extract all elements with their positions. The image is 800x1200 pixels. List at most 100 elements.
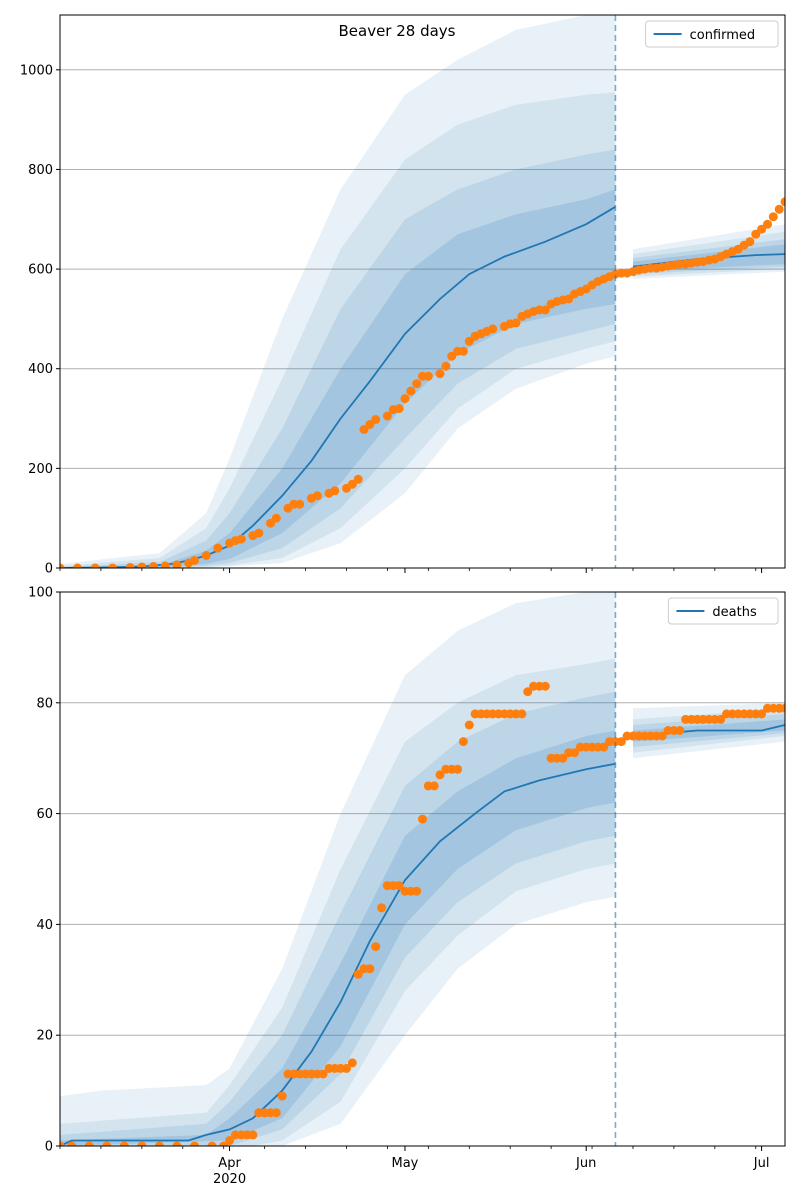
observed-point [394,404,404,414]
observed-point [312,491,322,501]
observed-point [429,781,439,791]
observed-point [768,212,778,222]
x-tick-label: Jul [753,1156,770,1171]
observed-point [418,814,427,824]
observed-point [359,425,369,434]
y-tick-label: 100 [28,586,53,601]
observed-point [400,394,410,404]
y-tick-label: 200 [28,462,53,477]
observed-point [172,1141,182,1146]
observed-point [172,560,182,568]
observed-point [160,561,170,568]
confidence-band [60,592,616,1146]
axes-frame [59,591,786,1147]
observed-point [236,534,246,544]
confidence-band [60,730,616,1146]
legend: deaths [667,597,779,625]
observed-point [774,204,784,214]
observed-point [207,1141,217,1146]
observed-point [716,714,726,724]
observed-point [137,562,147,568]
observed-point [365,964,375,974]
observed-point [763,219,772,229]
observed-point [254,528,264,538]
observed-point [488,324,498,334]
legend-label: deaths [712,605,757,620]
observed-point [90,563,100,568]
observed-point [523,687,533,697]
confirmed-panel: 0 200 400 600 800 1000 confirmed [20,14,786,577]
confidence-band [60,149,616,568]
observed-point [511,318,521,328]
observed-point [412,886,422,896]
observed-point [435,369,445,379]
y-tick-label: 60 [36,807,53,822]
legend-box [667,597,779,625]
observed-point [271,1108,281,1118]
observed-point [394,881,404,891]
observed-point [757,224,767,234]
observed-point [190,1141,199,1146]
y-tick-label: 40 [36,918,53,933]
observed-point [102,1141,112,1146]
y-tick-label: 400 [28,362,53,377]
observed-point [657,731,667,741]
y-tick-label: 20 [36,1029,53,1044]
observed-point [441,361,451,371]
observed-point [464,720,474,730]
observed-point [119,1141,129,1146]
model-median-line [60,762,616,1146]
plot-area [60,592,785,1146]
observed-point [190,556,199,565]
x-tick-label: Apr [218,1156,241,1171]
observed-point [377,903,387,913]
observed-point [149,562,158,568]
observed-point [84,1141,94,1146]
observed-point [780,197,785,207]
observed-point [225,1136,235,1145]
observed-point [342,1063,351,1073]
observed-point [453,764,463,774]
x-tick-label: May [392,1156,419,1171]
y-tick-label: 0 [45,562,53,577]
observed-point [745,237,755,247]
observed-point [353,969,363,979]
observed-point [540,305,550,315]
legend-box [645,20,779,48]
observed-point [347,1058,357,1068]
observed-point [558,753,568,763]
x-year-label: 2020 [213,1172,246,1187]
observed-point [371,942,381,952]
observed-point [458,737,468,747]
x-tick-label: Jun [575,1156,596,1171]
observed-point [447,351,457,361]
observed-point [73,563,82,568]
observed-point [540,681,550,691]
observed-point [570,748,579,758]
confidence-band [60,189,616,568]
observed-point [616,737,626,747]
observed-point [423,371,433,381]
confidence-band [60,691,616,1146]
observed-point [201,551,211,560]
observed-point [675,726,685,735]
observed-point [213,543,223,553]
y-tick-label: 600 [28,263,53,278]
observed-point [137,1141,147,1146]
y-tick-label: 80 [36,696,53,711]
model-median-line [60,206,616,568]
observed-point [517,709,527,719]
observed-point [277,1091,287,1101]
observed-point [458,346,468,356]
observed-point [125,563,135,568]
observed-point [108,563,118,568]
y-tick-label: 800 [28,163,53,178]
y-tick-label: 1000 [20,63,53,78]
observed-point [353,474,363,484]
observed-point [248,1130,258,1140]
plot-area [60,15,785,568]
observed-point [67,1141,77,1146]
legend-label: confirmed [690,28,756,43]
observed-point [406,386,416,396]
observed-point [295,499,305,509]
